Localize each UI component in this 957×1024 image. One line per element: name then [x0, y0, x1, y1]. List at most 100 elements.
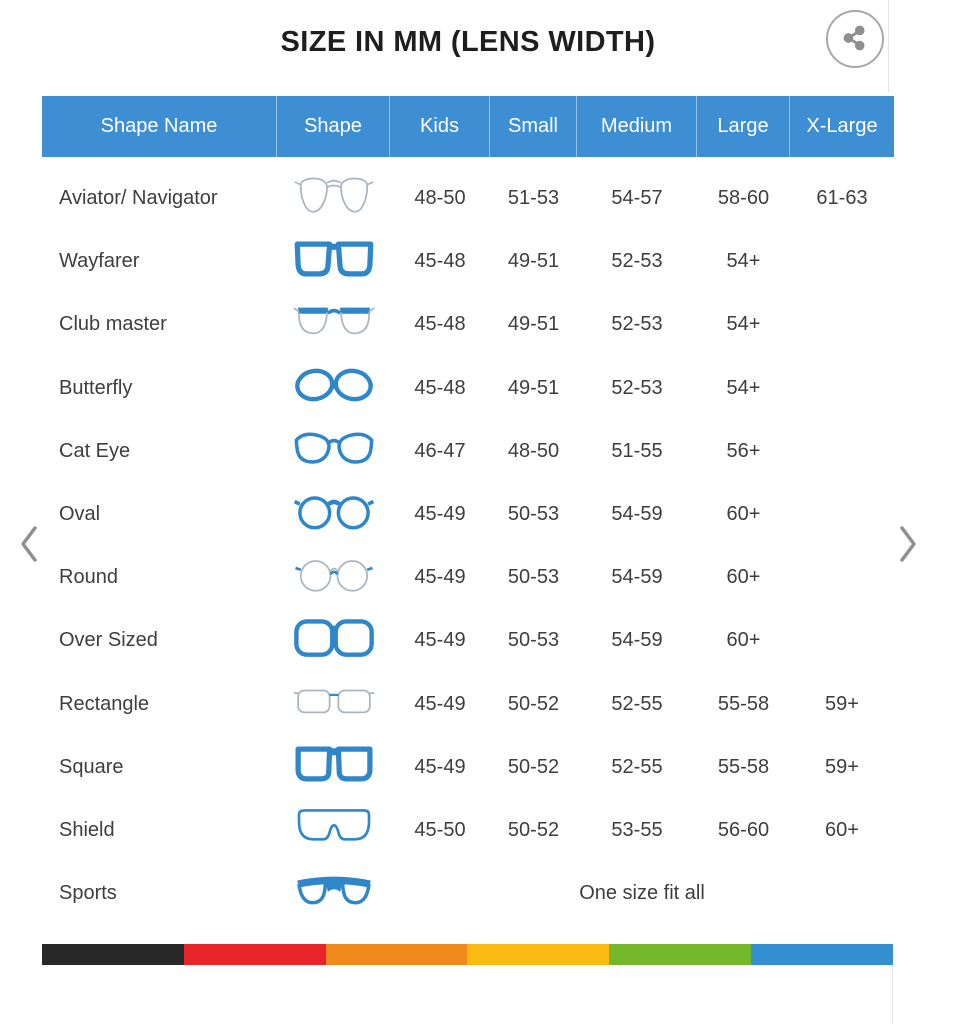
- size-cell: 45-50: [414, 818, 466, 841]
- chevron-left-icon: [17, 526, 41, 567]
- size-cell: 46-47: [414, 439, 466, 462]
- shape-name-cell: Cat Eye: [59, 439, 131, 462]
- size-cell: 58-60: [717, 187, 770, 210]
- shape-cell: [277, 552, 390, 604]
- shape-cell: [277, 425, 390, 477]
- shape-cell: [277, 804, 390, 856]
- shape-cell: [277, 362, 390, 414]
- size-cell: 54+: [726, 376, 761, 399]
- wayfarer-glasses-icon: [292, 236, 376, 288]
- column-header-shape-name: Shape Name: [42, 96, 277, 157]
- size-cell: 53-55: [611, 818, 663, 841]
- shape-name-cell: Aviator/ Navigator: [59, 187, 218, 210]
- share-icon: [838, 21, 872, 58]
- oval-glasses-icon: [292, 489, 376, 541]
- shape-name-cell: Square: [59, 755, 124, 778]
- size-cell: 52-55: [611, 755, 663, 778]
- size-cell: 50-53: [507, 629, 560, 652]
- stripe-segment-red: [183, 944, 326, 965]
- table-row: Round 45-49 50-53 54-59 60+: [42, 546, 894, 609]
- shape-name-cell: Sports: [59, 882, 117, 905]
- table-row: Shield 45-50 50-52 53-55 56-60 60+: [42, 799, 894, 862]
- table-row: Club master 45-48 49-51 52-53 54+: [42, 293, 894, 356]
- size-cell: 49-51: [507, 313, 560, 336]
- stripe-segment-orange: [325, 944, 468, 965]
- size-cell: 61-63: [816, 187, 868, 210]
- size-cell: 54+: [726, 250, 761, 273]
- size-cell: 60+: [726, 629, 761, 652]
- shape-name-cell: Shield: [59, 818, 115, 841]
- size-cell: 48-50: [507, 439, 560, 462]
- size-cell: 45-49: [414, 503, 466, 526]
- rectangle-glasses-icon: [292, 678, 376, 730]
- shape-name-cell: Over Sized: [59, 629, 158, 652]
- size-cell: 45-49: [414, 629, 466, 652]
- shape-cell: [277, 173, 390, 225]
- size-cell: 45-49: [414, 566, 466, 589]
- table-row: Oval 45-49 50-53 54-59 60+: [42, 483, 894, 546]
- size-cell: 52-53: [611, 250, 663, 273]
- size-cell: 45-49: [414, 692, 466, 715]
- size-cell: 55-58: [717, 755, 770, 778]
- stripe-segment-yellow: [467, 944, 610, 965]
- shape-cell: [277, 236, 390, 288]
- size-table-body: Aviator/ Navigator 48-50 51-53 54-57 58-…: [42, 167, 894, 925]
- size-cell: 60+: [726, 503, 761, 526]
- size-cell: 59+: [825, 755, 859, 778]
- table-row: Wayfarer 45-48 49-51 52-53 54+: [42, 230, 894, 293]
- size-cell: 50-52: [507, 692, 560, 715]
- size-cell: 59+: [825, 692, 859, 715]
- butterfly-glasses-icon: [292, 362, 376, 414]
- shape-cell: [277, 868, 390, 920]
- round-glasses-icon: [292, 552, 376, 604]
- shape-name-cell: Wayfarer: [59, 250, 140, 273]
- size-cell: 54+: [726, 313, 761, 336]
- size-cell: 54-57: [611, 187, 663, 210]
- column-header-kids: Kids: [390, 96, 490, 157]
- size-cell: 60+: [825, 818, 859, 841]
- stripe-segment-blue: [751, 944, 893, 965]
- one-size-cell: One size fit all: [579, 882, 705, 905]
- card-edge-line: [888, 0, 889, 92]
- column-header-medium: Medium: [577, 96, 697, 157]
- aviator-glasses-icon: [292, 173, 376, 225]
- shape-name-cell: Butterfly: [59, 376, 133, 399]
- page-title: SIZE IN MM (LENS WIDTH): [280, 26, 656, 58]
- size-cell: 48-50: [414, 187, 466, 210]
- stripe-segment-green: [609, 944, 752, 965]
- shape-name-cell: Club master: [59, 313, 167, 336]
- size-cell: 52-53: [611, 313, 663, 336]
- shield-glasses-icon: [292, 804, 376, 856]
- shape-name-cell: Round: [59, 566, 118, 589]
- shape-cell: [277, 489, 390, 541]
- share-button[interactable]: [826, 10, 884, 68]
- size-cell: 52-53: [611, 376, 663, 399]
- size-cell: 45-48: [414, 250, 466, 273]
- size-cell: 50-53: [507, 566, 560, 589]
- shape-cell: [277, 615, 390, 667]
- shape-cell: [277, 741, 390, 793]
- size-cell: 56+: [726, 439, 761, 462]
- brand-color-stripe: [42, 944, 893, 965]
- size-cell: 56-60: [717, 818, 770, 841]
- size-cell: 60+: [726, 566, 761, 589]
- shape-cell: [277, 299, 390, 351]
- table-row: Butterfly 45-48 49-51 52-53 54+: [42, 357, 894, 420]
- size-cell: 50-53: [507, 503, 560, 526]
- size-cell: 51-53: [507, 187, 560, 210]
- size-cell: 45-49: [414, 755, 466, 778]
- size-cell: 49-51: [507, 376, 560, 399]
- size-cell: 54-59: [611, 629, 663, 652]
- sports-glasses-icon: [292, 868, 376, 920]
- column-header-large: Large: [697, 96, 790, 157]
- table-row: Over Sized 45-49 50-53 54-59 60+: [42, 609, 894, 672]
- carousel-next-button[interactable]: [896, 524, 920, 567]
- size-cell: 55-58: [717, 692, 770, 715]
- stripe-segment-black: [42, 944, 184, 965]
- size-cell: 45-48: [414, 313, 466, 336]
- table-row: Cat Eye 46-47 48-50 51-55 56+: [42, 420, 894, 483]
- carousel-prev-button[interactable]: [17, 524, 41, 567]
- card-edge-line: [892, 958, 893, 1024]
- table-row: Square 45-49 50-52 52-55 55-58 59+: [42, 736, 894, 799]
- chevron-right-icon: [896, 526, 920, 567]
